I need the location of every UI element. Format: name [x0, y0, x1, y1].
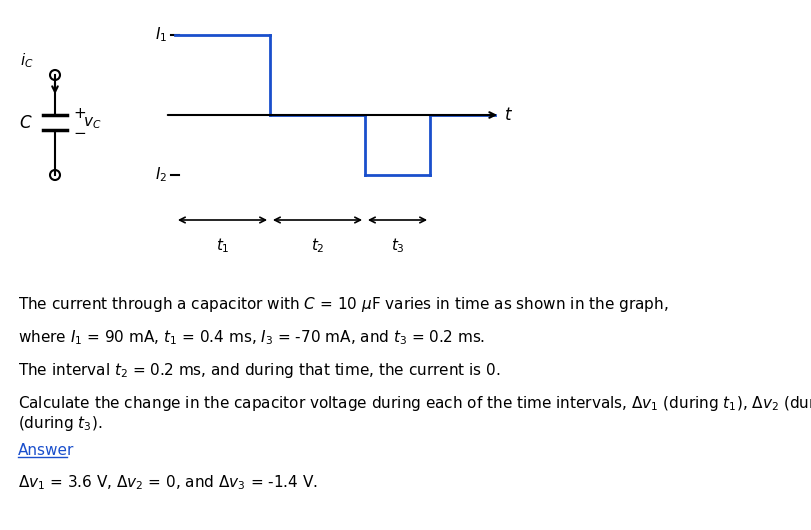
- Text: where $I_1$ = 90 mA, $t_1$ = 0.4 ms, $I_3$ = -70 mA, and $t_3$ = 0.2 ms.: where $I_1$ = 90 mA, $t_1$ = 0.4 ms, $I_…: [18, 328, 485, 347]
- Text: $i_C$: $i_C$: [20, 51, 34, 70]
- Text: $t_2$: $t_2$: [311, 236, 324, 255]
- Text: $t_3$: $t_3$: [391, 236, 405, 255]
- Text: The current through a capacitor with $C$ = 10 $\mu$F varies in time as shown in : The current through a capacitor with $C$…: [18, 295, 668, 314]
- Text: $v_C$: $v_C$: [83, 115, 101, 131]
- Text: Calculate the change in the capacitor voltage during each of the time intervals,: Calculate the change in the capacitor vo…: [18, 394, 811, 413]
- Text: $C$: $C$: [19, 114, 33, 131]
- Text: $t$: $t$: [504, 107, 513, 123]
- Text: $+$: $+$: [73, 105, 86, 120]
- Text: (during $t_3$).: (during $t_3$).: [18, 414, 102, 433]
- Text: $-$: $-$: [73, 125, 86, 139]
- Text: $\Delta v_1$ = 3.6 V, $\Delta v_2$ = 0, and $\Delta v_3$ = -1.4 V.: $\Delta v_1$ = 3.6 V, $\Delta v_2$ = 0, …: [18, 473, 318, 492]
- Text: $t_1$: $t_1$: [216, 236, 230, 255]
- Text: $I_2$: $I_2$: [155, 166, 167, 184]
- Text: $I_1$: $I_1$: [155, 25, 167, 45]
- Text: The interval $t_2$ = 0.2 ms, and during that time, the current is 0.: The interval $t_2$ = 0.2 ms, and during …: [18, 361, 500, 380]
- Text: Answer: Answer: [18, 443, 75, 458]
